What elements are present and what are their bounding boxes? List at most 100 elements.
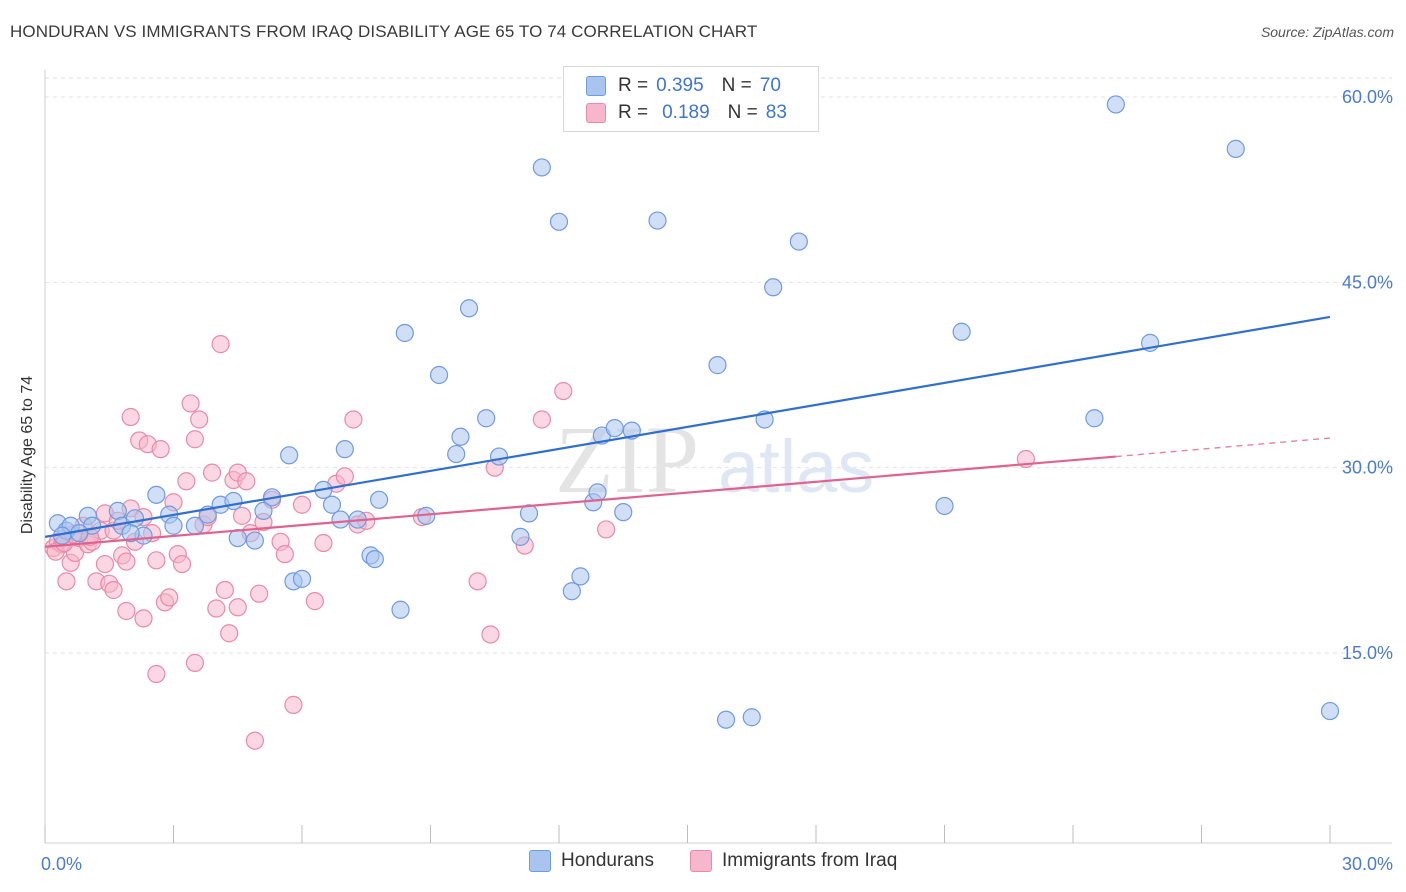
series-iraq-points [44,335,1035,750]
n-label: N = [727,102,758,123]
iraq-point-33 [160,588,179,607]
iraq-point-72 [481,625,500,644]
legend-row-hondurans: R = 0.395 N = 70 [586,73,781,99]
y-tick-label-1: 30.0% [1342,458,1393,478]
r-label: R = [618,102,649,123]
hondurans-point-49 [605,419,624,438]
hondurans-point-31 [391,600,410,619]
watermark-atlas: atlas [718,425,874,508]
hondurans-trend-line [44,315,1331,538]
hondurans-point-43 [549,212,569,231]
iraq-point-13 [95,554,115,574]
n-label: N = [721,75,752,96]
chart-title: HONDURAN VS IMMIGRANTS FROM IRAQ DISABIL… [10,22,758,41]
n-value: 70 [759,75,781,96]
iraq-point-40 [185,653,205,672]
iraq-point-47 [215,580,234,600]
r-label: R = [618,75,649,96]
hondurans-point-29 [365,549,384,569]
iraq-point-41 [190,410,209,429]
iraq-point-50 [228,598,247,617]
iraq-trend-extension [1115,437,1331,458]
iraq-point-52 [232,506,252,525]
iraq-swatch [586,103,606,123]
iraq-point-3 [57,572,76,591]
iraq-point-30 [147,664,166,684]
iraq-point-77 [597,520,616,539]
y-tick-label-3: 60.0% [1342,87,1393,107]
series-hondurans-points [48,95,1340,729]
legend-item-iraq[interactable]: Immigrants from Iraq [690,850,897,872]
x-tick-labels: 0.0% 30.0% [41,854,1393,874]
r-value: 0.189 [662,102,710,123]
hondurans-point-9 [147,485,166,504]
legend-item-hondurans[interactable]: Hondurans [529,850,654,872]
hondurans-point-50 [614,503,633,522]
iraq-point-61 [284,695,303,714]
hondurans-point-15 [224,491,243,511]
x-tick-label-0: 0.0% [41,854,82,874]
source-note: Source: ZipAtlas.com [1260,24,1394,40]
iraq-point-45 [207,599,226,618]
hondurans-point-42 [532,158,551,177]
hondurans-point-40 [511,527,530,546]
hondurans-point-26 [335,440,354,459]
iraq-point-63 [305,592,324,611]
hondurans-point-52 [648,211,667,230]
iraq-point-37 [177,472,196,491]
iraq-point-66 [335,467,354,486]
axes [44,70,1392,844]
iraq-trend-line [44,455,1116,548]
hondurans-point-38 [477,409,496,428]
iraq-point-60 [275,545,294,564]
iraq-point-76 [554,381,573,401]
hondurans-point-44 [562,582,581,601]
iraq-point-71 [468,572,487,591]
iraq-point-48 [220,624,239,643]
hondurans-point-34 [429,365,449,385]
iraq-point-31 [151,440,170,459]
iraq-point-64 [314,533,333,553]
iraq-point-56 [250,584,269,603]
iraq-point-19 [117,552,136,571]
n-value: 83 [765,102,787,123]
y-tick-label-2: 45.0% [1342,272,1393,292]
iraq-point-46 [211,335,230,354]
hondurans-point-22 [292,569,312,588]
legend-row-iraq: R = 0.189 N = 83 [586,100,787,126]
iraq-point-55 [245,731,264,750]
iraq-point-75 [532,410,551,429]
hondurans-swatch [586,76,606,96]
series-legend: Hondurans Immigrants from Iraq [0,850,1406,880]
legend-label-hondurans: Hondurans [561,850,654,871]
hondurans-point-69 [121,524,140,543]
y-tick-labels: 15.0% 30.0% 45.0% 60.0% [1342,87,1393,663]
iraq-point-26 [134,609,153,628]
hondurans-point-11 [164,516,183,535]
iraq-point-38 [181,394,200,413]
iraq-legend-swatch [690,850,712,872]
hondurans-point-58 [764,278,783,297]
hondurans-legend-swatch [529,850,551,872]
hondurans-point-24 [322,495,342,514]
iraq-point-15 [104,580,123,600]
y-tick-label-0: 15.0% [1342,643,1393,663]
hondurans-point-55 [716,710,736,729]
x-tick-label-1: 30.0% [1342,854,1393,874]
legend-label-iraq: Immigrants from Iraq [722,850,898,871]
iraq-point-20 [117,601,136,621]
hondurans-point-61 [952,322,971,341]
iraq-point-44 [202,463,222,482]
hondurans-point-62 [1085,409,1104,428]
hondurans-point-20 [280,446,299,465]
iraq-point-62 [292,495,312,514]
hondurans-point-39 [489,447,509,466]
hondurans-point-45 [571,567,590,586]
hondurans-point-30 [370,490,389,509]
hondurans-point-65 [1226,139,1245,158]
hondurans-point-59 [789,232,808,251]
hondurans-point-37 [459,299,479,318]
iraq-point-67 [344,410,363,429]
trend-lines [44,315,1331,548]
